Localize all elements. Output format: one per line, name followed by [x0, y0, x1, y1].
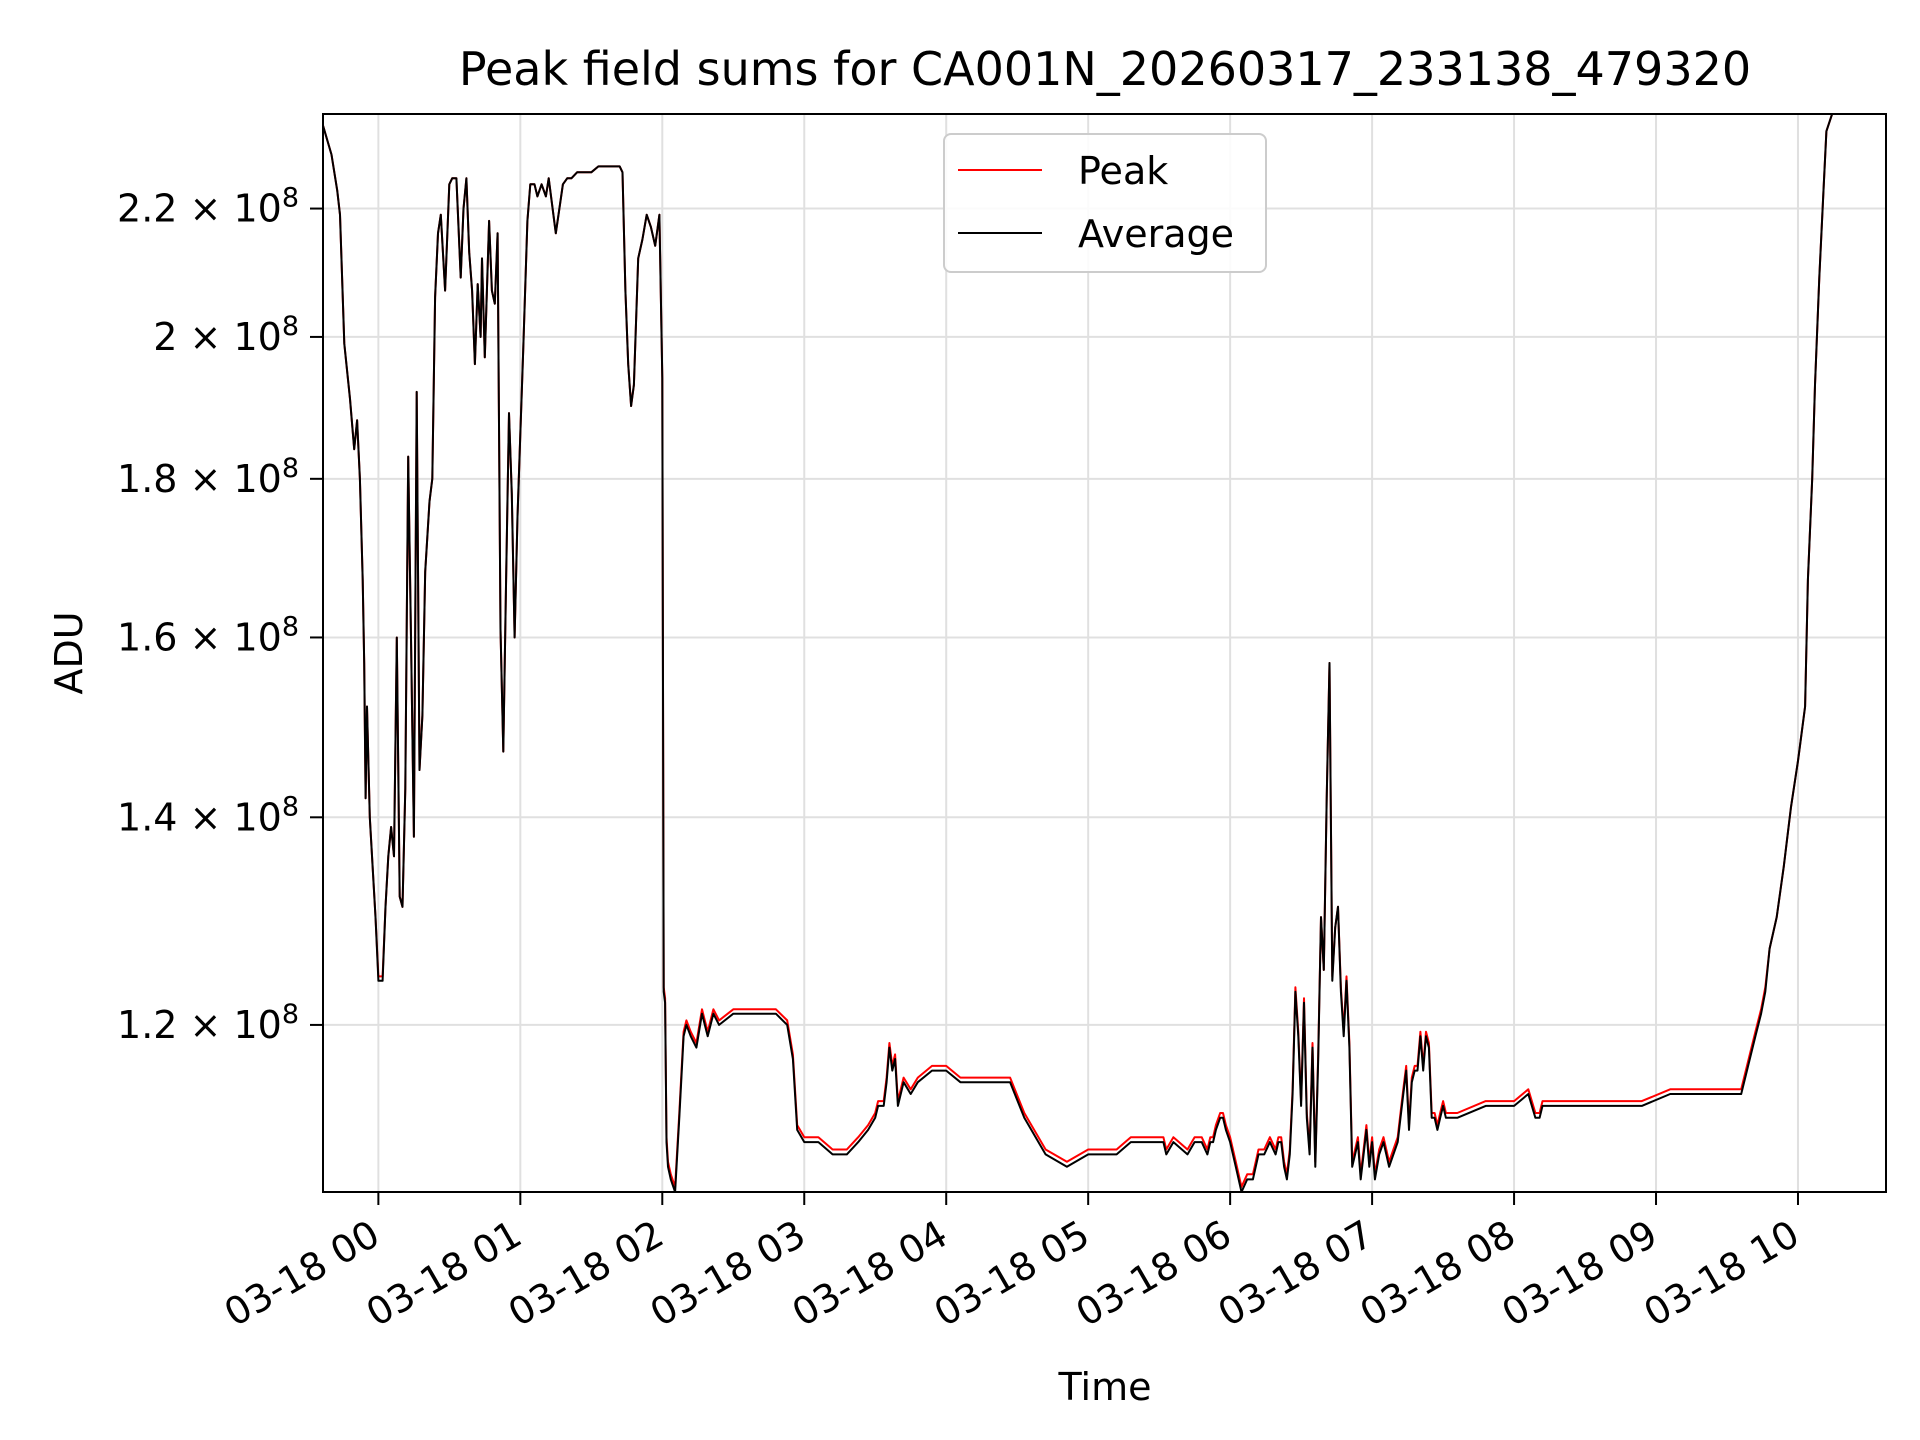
y-tick-mantissa: 1.2 [117, 1003, 190, 1047]
x-tick-label: 03-18 09 [1495, 1212, 1665, 1336]
y-tick-mantissa: 1.4 [117, 795, 190, 839]
x-tick-label: 03-18 01 [359, 1212, 529, 1336]
plot-frame [322, 113, 1887, 1193]
x-tick-label: 03-18 10 [1637, 1212, 1807, 1336]
x-tick-label: 03-18 06 [1069, 1212, 1239, 1336]
y-tick-label: 1.6 × 108 [117, 611, 299, 659]
series-layer [323, 114, 1834, 1192]
x-tick-label: 03-18 00 [217, 1212, 387, 1336]
x-tick-label: 03-18 03 [643, 1212, 813, 1336]
y-tick-multiplier: × 10 [190, 1003, 282, 1047]
legend: Peak Average [943, 133, 1267, 273]
x-axis-label: Time [1058, 1365, 1152, 1409]
x-tick-label: 03-18 02 [501, 1212, 671, 1336]
y-tick-exponent: 8 [282, 311, 299, 342]
y-tick-multiplier: × 10 [190, 457, 282, 501]
y-tick-multiplier: × 10 [190, 795, 282, 839]
y-tick-label: 1.2 × 108 [117, 999, 299, 1047]
chart-title: Peak field sums for CA001N_20260317_2331… [459, 42, 1751, 96]
y-tick-mantissa: 2.2 [117, 187, 190, 231]
y-tick-mantissa: 1.6 [117, 615, 190, 659]
y-tick-exponent: 8 [282, 791, 299, 822]
y-tick-exponent: 8 [282, 183, 299, 214]
legend-label-average: Average [1078, 212, 1234, 256]
x-tick-label: 03-18 07 [1211, 1212, 1381, 1336]
y-axis-label: ADU [47, 611, 91, 694]
y-tick-multiplier: × 10 [190, 315, 282, 359]
y-tick-label: 2.2 × 108 [117, 183, 299, 231]
series-line-average [323, 114, 1834, 1192]
grid-lines [323, 114, 1886, 1192]
y-tick-exponent: 8 [282, 999, 299, 1030]
y-tick-multiplier: × 10 [190, 187, 282, 231]
x-tick-label: 03-18 05 [927, 1212, 1097, 1336]
series-line-peak [323, 114, 1834, 1188]
y-tick-exponent: 8 [282, 453, 299, 484]
x-tick-label: 03-18 08 [1353, 1212, 1523, 1336]
legend-label-peak: Peak [1078, 149, 1168, 193]
y-tick-multiplier: × 10 [190, 615, 282, 659]
y-tick-exponent: 8 [282, 611, 299, 642]
legend-box [943, 133, 1267, 273]
y-tick-label: 1.8 × 108 [117, 453, 299, 501]
y-tick-mantissa: 2 [153, 315, 189, 359]
y-tick-label: 2 × 108 [153, 311, 299, 359]
x-tick-label: 03-18 04 [785, 1212, 955, 1336]
y-tick-mantissa: 1.8 [117, 457, 190, 501]
y-tick-label: 1.4 × 108 [117, 791, 299, 839]
